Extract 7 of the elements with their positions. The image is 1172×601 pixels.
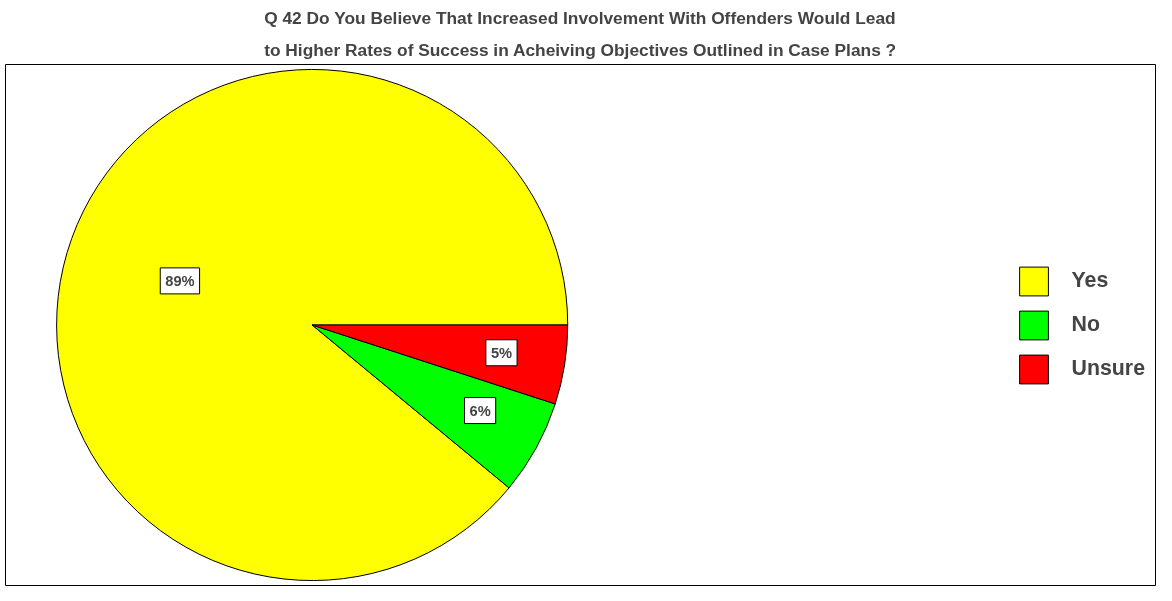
data-label: 5% bbox=[490, 344, 513, 361]
data-label: 89% bbox=[165, 272, 195, 289]
chart-title: Q 42 Do You Believe That Increased Involvement With Offenders Would Lead to Higher Rates of Success in Acheiving Objectives Outlined in Case Plans ? bbox=[264, 7, 897, 60]
data-label: 6% bbox=[469, 402, 491, 419]
legend-label: Unsure bbox=[1071, 356, 1145, 381]
legend-label: No bbox=[1071, 312, 1100, 337]
legend-label: Yes bbox=[1071, 268, 1109, 293]
